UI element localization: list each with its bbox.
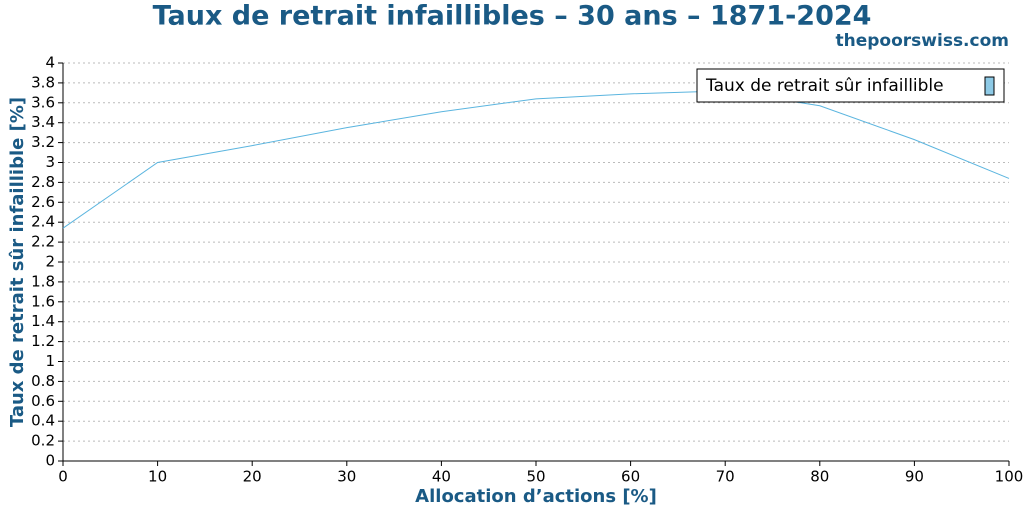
y-tick-label: 0	[45, 452, 55, 470]
x-tick-label: 30	[337, 468, 356, 486]
x-axis-label: Allocation d’actions [%]	[415, 486, 657, 507]
x-tick-label: 40	[432, 468, 451, 486]
y-tick-label: 0.8	[31, 372, 55, 390]
legend-label: Taux de retrait sûr infaillible	[705, 76, 944, 96]
y-tick-label: 2.6	[31, 193, 55, 211]
y-tick-label: 3.4	[31, 113, 55, 131]
x-tick-label: 80	[810, 468, 829, 486]
y-tick-label: 2.8	[31, 173, 55, 191]
y-tick-label: 1	[45, 352, 55, 370]
x-tick-label: 0	[58, 468, 68, 486]
data-line	[62, 90, 1010, 229]
y-tick-label: 1.2	[31, 332, 55, 350]
x-tick-label: 50	[526, 468, 545, 486]
y-axis-label: Taux de retrait sûr infaillible [%]	[7, 97, 28, 427]
legend-swatch	[984, 76, 995, 96]
y-tick-label: 2.4	[31, 213, 55, 231]
y-tick-label: 3.6	[31, 93, 55, 111]
y-tick-label: 2	[45, 253, 55, 271]
x-tick-label: 20	[243, 468, 262, 486]
y-tick-label: 0.2	[31, 432, 55, 450]
y-tick-label: 4	[45, 54, 55, 72]
x-tick-label: 60	[621, 468, 640, 486]
y-tick-label: 3.2	[31, 133, 55, 151]
y-tick-label: 0.6	[31, 392, 55, 410]
y-tick-label: 1.6	[31, 292, 55, 310]
x-tick-label: 10	[148, 468, 167, 486]
legend-box	[696, 68, 1005, 103]
y-tick-label: 3.8	[31, 73, 55, 91]
y-tick-label: 0.4	[31, 412, 55, 430]
source: thepoorswiss.com	[836, 31, 1010, 51]
chart-title: Taux de retrait infaillibles – 30 ans – …	[153, 1, 872, 32]
x-tick-label: 90	[905, 468, 924, 486]
x-tick-label: 100	[995, 468, 1024, 486]
y-tick-label: 1.4	[31, 312, 55, 330]
x-tick-label: 70	[716, 468, 735, 486]
y-tick-label: 2.2	[31, 233, 55, 251]
y-tick-label: 3	[45, 153, 55, 171]
y-tick-label: 1.8	[31, 272, 55, 290]
